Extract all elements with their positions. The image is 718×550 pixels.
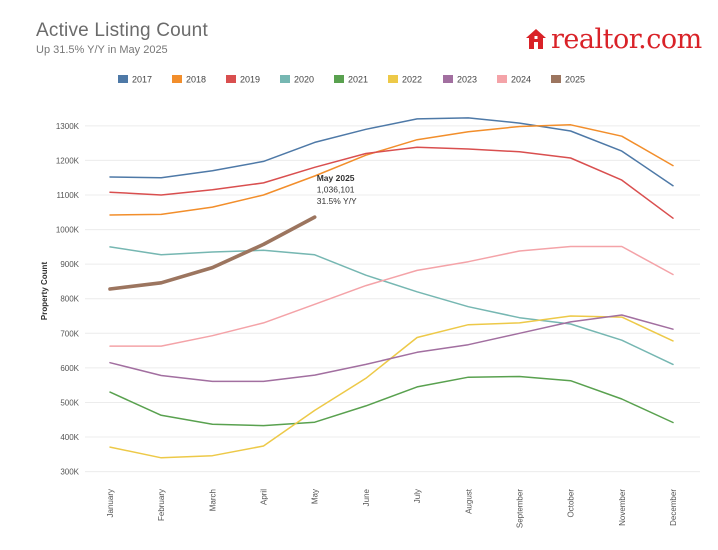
legend-item-2021: 2021 <box>334 75 368 85</box>
x-tick-label: March <box>208 489 217 511</box>
y-tick-label: 1300K <box>56 122 80 131</box>
legend-item-2024: 2024 <box>497 75 531 85</box>
chart-title: Active Listing Count <box>36 20 208 41</box>
x-tick-label: June <box>362 488 371 506</box>
legend-swatch <box>388 75 398 83</box>
x-tick-label: May <box>311 489 320 504</box>
annotation-line: May 2025 <box>317 173 355 183</box>
x-tick-label: April <box>260 489 269 505</box>
x-tick-label: July <box>413 489 422 503</box>
y-tick-label: 500K <box>60 398 79 407</box>
series-line-2018 <box>109 124 674 216</box>
y-tick-label: 600K <box>60 364 79 373</box>
x-tick-label: January <box>106 489 115 517</box>
x-tick-label: February <box>157 489 166 521</box>
series-line-2017 <box>109 117 674 187</box>
annotation-line: 1,036,101 <box>317 185 355 195</box>
legend-label: 2018 <box>186 75 206 85</box>
series-line-2024 <box>109 245 674 347</box>
y-tick-label: 800K <box>60 295 79 304</box>
legend-swatch <box>118 75 128 83</box>
series-line-2019 <box>109 146 674 219</box>
y-tick-label: 400K <box>60 433 79 442</box>
gridlines <box>85 125 700 473</box>
realtor-logo: realtor.com <box>524 22 702 56</box>
legend-item-2018: 2018 <box>172 75 206 85</box>
annotation-line: 31.5% Y/Y <box>317 196 357 206</box>
series-line-2020 <box>109 246 674 366</box>
legend-item-2025: 2025 <box>551 75 585 85</box>
x-tick-label: December <box>669 489 678 526</box>
legend-label: 2025 <box>565 75 585 85</box>
x-tick-label: October <box>567 489 576 518</box>
y-tick-label: 700K <box>60 329 79 338</box>
y-axis-label: Property Count <box>40 262 49 321</box>
series-lines <box>108 117 674 459</box>
legend-item-2020: 2020 <box>280 75 314 85</box>
legend-label: 2019 <box>240 75 260 85</box>
legend-swatch <box>226 75 236 83</box>
y-tick-label: 1000K <box>56 226 80 235</box>
x-tick-label: November <box>618 489 627 526</box>
legend-swatch <box>172 75 182 83</box>
y-tick-label: 900K <box>60 260 79 269</box>
y-tick-label: 1100K <box>56 191 79 200</box>
legend: 2017 2018 2019 2020 2021 2022 2023 2024 2025 <box>118 75 585 85</box>
x-tick-label: August <box>464 488 473 514</box>
y-tick-label: 1200K <box>56 156 80 165</box>
legend-label: 2024 <box>511 75 531 85</box>
series-line-2023 <box>109 314 674 383</box>
legend-swatch <box>497 75 507 83</box>
legend-swatch <box>334 75 344 83</box>
legend-label: 2023 <box>457 75 477 85</box>
legend-item-2022: 2022 <box>388 75 422 85</box>
legend-label: 2022 <box>402 75 422 85</box>
legend-swatch <box>551 75 561 83</box>
legend-swatch <box>443 75 453 83</box>
house-icon <box>526 29 546 49</box>
legend-swatch <box>280 75 290 83</box>
legend-label: 2017 <box>132 75 152 85</box>
x-axis: January February March April May June July Augu… <box>106 488 678 528</box>
legend-item-2019: 2019 <box>226 75 260 85</box>
legend-label: 2020 <box>294 75 314 85</box>
series-line-2021 <box>109 375 674 427</box>
legend-item-2023: 2023 <box>443 75 477 85</box>
y-axis: 300K 400K 500K 600K 700K 800K 900K 1000K 1100K 12… <box>40 122 80 477</box>
series-line-2025 <box>108 215 317 291</box>
chart-subtitle: Up 31.5% Y/Y in May 2025 <box>36 44 168 56</box>
x-tick-label: September <box>515 489 524 528</box>
logo-text: realtor.com <box>551 23 702 55</box>
legend-label: 2021 <box>348 75 368 85</box>
y-tick-label: 300K <box>60 468 79 477</box>
legend-item-2017: 2017 <box>118 75 152 85</box>
